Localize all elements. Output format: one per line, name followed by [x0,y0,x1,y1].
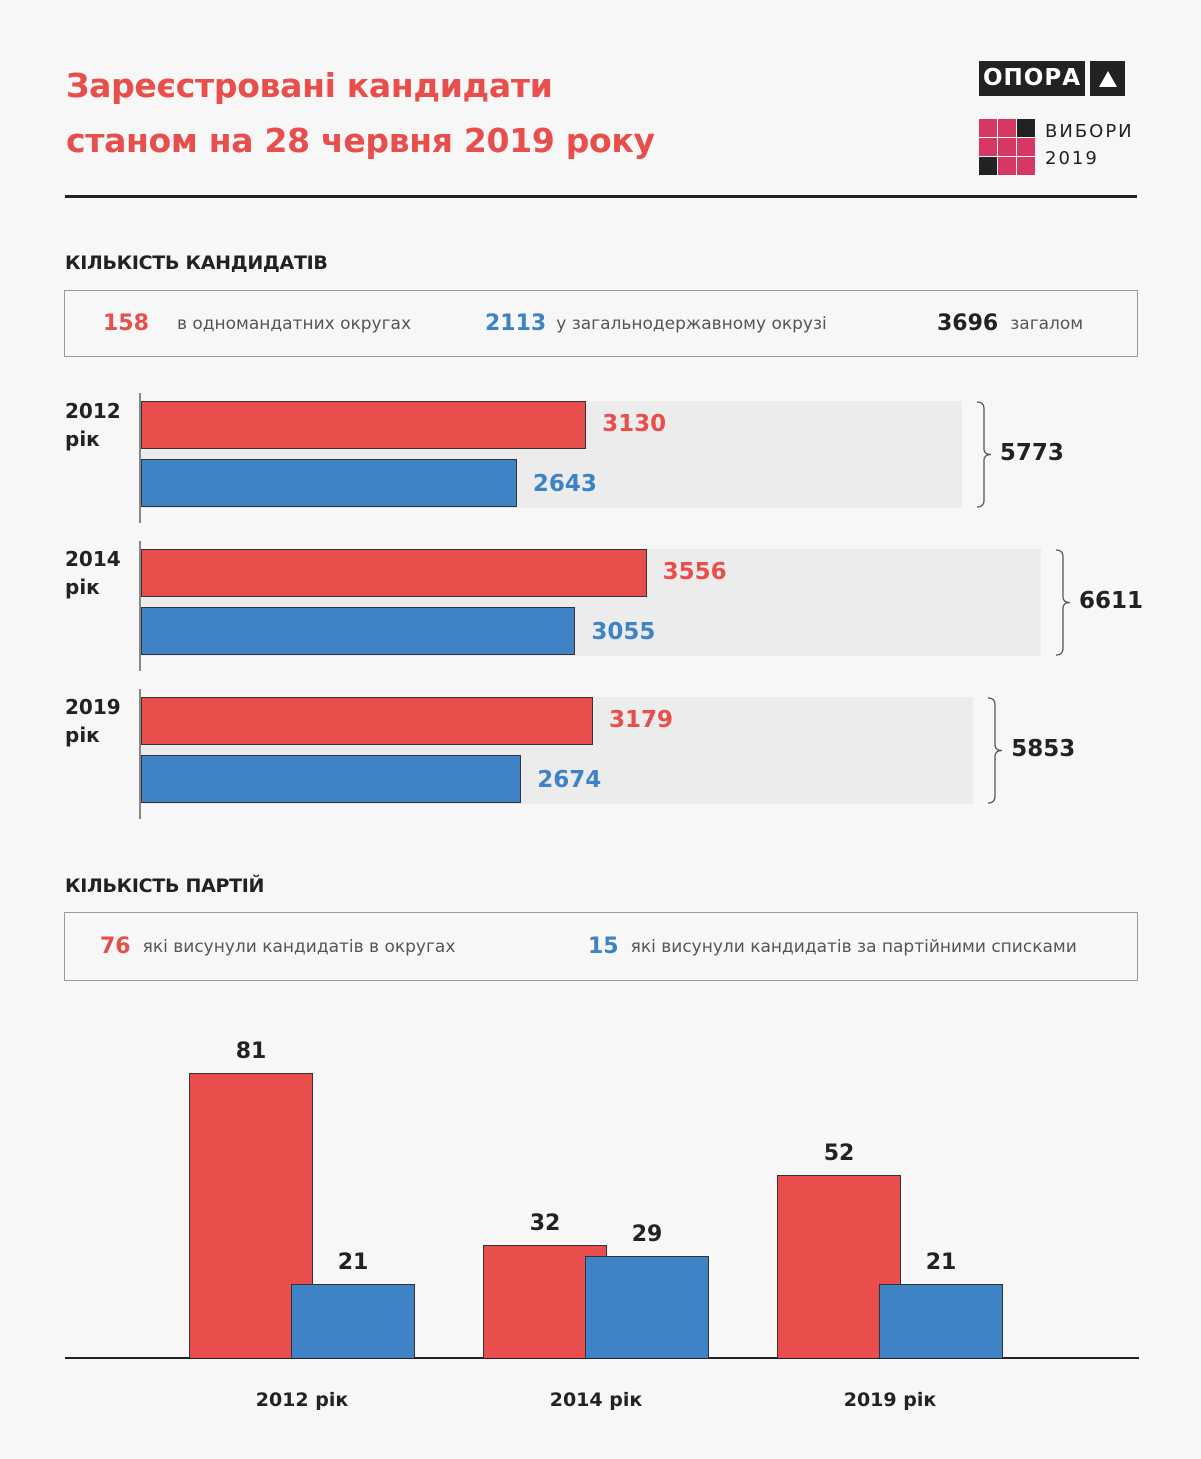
bar-blue [291,1284,415,1358]
legend-value: 76 [100,934,131,959]
category-label: 2019 рік [843,1389,937,1411]
legend-value: 3696 [937,311,999,336]
bar-red [141,697,594,745]
opora-logo: ОПОРА [979,61,1126,96]
y-axis-line [139,541,141,671]
data-label: 29 [631,1221,663,1247]
category-label: 2014 рік [549,1389,643,1411]
legend-label: які висунули кандидатів в округах [142,936,456,957]
data-label: 3179 [609,707,674,733]
total-label: 5773 [999,439,1064,466]
bar-red [141,549,647,597]
candidates-heading: КІЛЬКІСТЬ КАНДИДАТІВ [65,252,328,274]
triangle-icon [1090,61,1126,96]
category-suffix: рік [65,575,100,599]
vybory-logo-text: ВИБОРИ 2019 [1045,118,1134,172]
data-label: 3055 [591,619,656,645]
curly-brace-icon [988,697,1003,804]
data-label: 2674 [537,767,602,793]
data-label: 32 [529,1211,561,1237]
parties-legend: 76 які висунули кандидатів в округах 15 … [64,912,1138,981]
candidates-legend: 158 в одномандатних округах 2113 у загал… [64,290,1138,357]
data-label: 21 [337,1250,369,1276]
bar-blue [141,607,576,655]
title-line-2: станом на 28 червня 2019 року [66,121,655,160]
category-label: 2012 рік [255,1389,349,1411]
curly-brace-icon [976,401,991,508]
legend-label: у загальнодержавному окрузі [556,313,827,334]
category-year: 2012 [65,399,121,423]
category-label-2012: 2012 рік [65,397,121,453]
vybory-logo-line-1: ВИБОРИ [1045,121,1134,142]
opora-logo-text: ОПОРА [979,61,1086,96]
legend-label: в одномандатних округах [176,313,412,334]
y-axis-line [139,689,141,819]
category-label-2019: 2019 рік [65,693,121,749]
data-label: 3556 [662,559,727,585]
data-label: 52 [823,1140,855,1166]
category-suffix: рік [65,427,100,451]
legend-value: 2113 [485,311,547,336]
data-label: 3130 [602,411,667,437]
total-label: 5853 [1011,735,1076,762]
legend-item-total: 3696 загалом [937,291,1083,356]
category-suffix: рік [65,723,100,747]
bar-blue [141,459,517,507]
category-year: 2014 [65,547,121,571]
total-label: 6611 [1079,587,1144,614]
header-divider [65,195,1137,198]
legend-value: 15 [588,934,619,959]
legend-item-national: 2113 у загальнодержавному окрузі [485,291,827,356]
bar-red [141,401,587,449]
legend-item-districts: 76 які висунули кандидатів в округах [100,913,455,980]
category-year: 2019 [65,695,121,719]
parties-heading: КІЛЬКІСТЬ ПАРТІЙ [65,875,265,897]
category-label-2014: 2014 рік [65,545,121,601]
legend-label: загалом [1010,313,1084,334]
data-label: 2643 [532,471,597,497]
x-axis-line [65,1357,1139,1359]
legend-label: які висунули кандидатів за партійними сп… [630,936,1077,957]
title-line-1: Зареєстровані кандидати [66,66,553,105]
data-label: 81 [235,1038,267,1064]
legend-value: 158 [103,311,149,336]
y-axis-line [139,393,141,523]
page-title: Зареєстровані кандидати станом на 28 чер… [66,58,655,168]
data-label: 21 [925,1250,957,1276]
bar-blue [879,1284,1003,1358]
vybory-logo-grid-icon [979,119,1035,175]
bar-blue [585,1255,709,1358]
bar-blue [141,755,522,803]
legend-item-party-lists: 15 які висунули кандидатів за партійними… [588,913,1077,980]
vybory-logo-line-2: 2019 [1045,148,1099,169]
legend-item-single-mandate: 158 в одномандатних округах [103,291,411,356]
curly-brace-icon [1055,549,1071,656]
